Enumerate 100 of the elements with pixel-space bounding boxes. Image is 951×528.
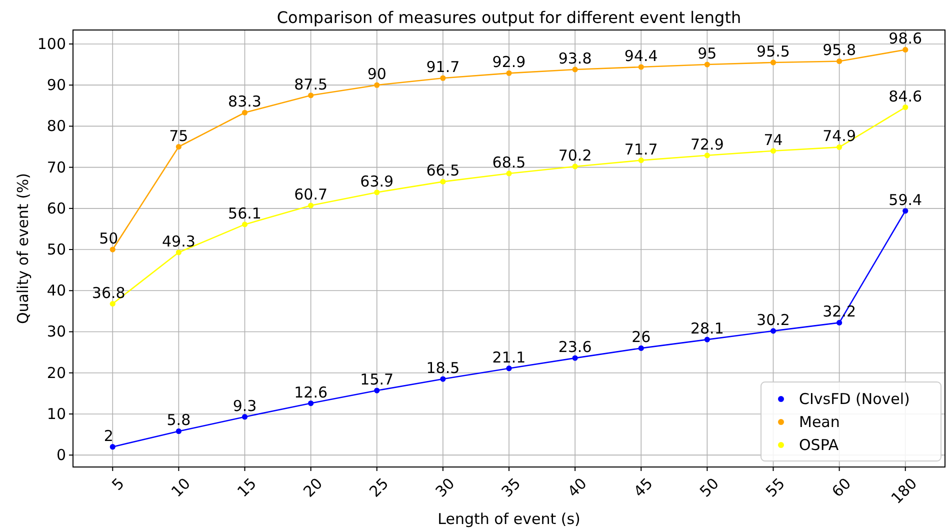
point <box>506 170 512 176</box>
point <box>836 144 842 150</box>
data-label: 9.3 <box>232 396 257 415</box>
point <box>506 70 512 76</box>
point <box>242 222 248 228</box>
data-label: 70.2 <box>558 146 592 164</box>
data-label: 63.9 <box>360 172 394 190</box>
data-label: 15.7 <box>360 370 394 389</box>
point <box>110 246 116 252</box>
data-label: 18.5 <box>426 359 460 378</box>
data-label: 49.3 <box>162 232 196 250</box>
point <box>902 208 908 214</box>
x-tick-label: 180 <box>888 474 921 508</box>
point <box>770 148 776 154</box>
x-tick-label: 10 <box>168 474 194 501</box>
chart-title: Comparison of measures output for different event length <box>276 8 742 27</box>
point <box>242 110 248 116</box>
data-label: 74.9 <box>822 127 856 146</box>
data-label: 36.8 <box>92 284 126 302</box>
y-tick-label: 10 <box>46 404 66 423</box>
point <box>176 250 182 256</box>
x-tick-label: 50 <box>696 474 722 501</box>
y-tick-label: 60 <box>46 199 66 218</box>
data-label: 94.4 <box>624 47 658 65</box>
point <box>572 355 578 361</box>
data-label: 91.7 <box>426 58 460 76</box>
point <box>374 190 380 196</box>
data-label: 59.4 <box>888 190 922 209</box>
x-tick-label: 55 <box>762 474 788 501</box>
y-tick-label: 40 <box>46 282 66 300</box>
data-label: 83.3 <box>228 92 262 111</box>
x-tick-label: 30 <box>432 474 458 501</box>
data-label: 68.5 <box>492 153 526 172</box>
data-label: 74 <box>764 130 783 149</box>
y-tick-label: 20 <box>46 364 66 382</box>
y-tick-label: 100 <box>37 34 66 53</box>
data-label: 23.6 <box>558 338 592 356</box>
data-label: 95 <box>698 44 717 63</box>
point <box>242 414 248 420</box>
point <box>506 366 512 372</box>
point <box>440 376 446 382</box>
data-label: 75 <box>169 126 188 145</box>
data-label: 93.8 <box>558 49 592 68</box>
data-label: 26 <box>632 328 651 346</box>
data-label: 5.8 <box>166 411 191 430</box>
point <box>836 320 842 326</box>
data-label: 71.7 <box>624 140 658 158</box>
x-tick-label: 45 <box>630 474 656 501</box>
y-tick-label: 80 <box>46 117 66 136</box>
point <box>308 400 314 406</box>
point <box>836 58 842 64</box>
x-tick-label: 40 <box>564 474 590 501</box>
data-label: 50 <box>99 230 118 248</box>
point <box>308 92 314 98</box>
x-tick-label: 20 <box>300 474 326 501</box>
point <box>176 428 182 434</box>
y-axis-title: Quality of event (%) <box>14 172 32 324</box>
legend-label: CIvsFD (Novel) <box>799 390 910 408</box>
point <box>572 66 578 72</box>
x-tick-label: 35 <box>498 474 524 501</box>
point <box>440 178 446 184</box>
x-tick-label: 15 <box>234 474 260 501</box>
data-label: 2 <box>104 426 114 445</box>
data-label: 84.6 <box>888 87 922 106</box>
point <box>704 152 710 158</box>
data-label: 66.5 <box>426 162 460 180</box>
point <box>638 345 644 351</box>
data-label: 92.9 <box>492 53 526 72</box>
data-label: 95.8 <box>822 41 856 60</box>
data-label: 72.9 <box>690 135 724 154</box>
data-label: 60.7 <box>294 186 328 204</box>
data-label: 87.5 <box>294 75 328 94</box>
point <box>704 62 710 68</box>
point <box>704 336 710 342</box>
data-label: 12.6 <box>294 383 328 402</box>
point <box>902 104 908 110</box>
point <box>374 82 380 88</box>
point <box>770 328 776 334</box>
point <box>374 388 380 394</box>
x-tick-label: 60 <box>828 474 855 501</box>
data-label: 30.2 <box>756 310 790 329</box>
y-tick-label: 30 <box>46 322 66 341</box>
data-label: 21.1 <box>492 348 526 366</box>
x-tick-label: 5 <box>108 474 128 494</box>
point <box>638 158 644 164</box>
legend-label: OSPA <box>799 436 840 454</box>
y-tick-label: 90 <box>46 76 66 94</box>
data-label: 28.1 <box>690 320 724 338</box>
data-label: 90 <box>367 65 386 84</box>
point <box>440 75 446 81</box>
point <box>110 444 116 450</box>
data-label: 56.1 <box>228 204 262 222</box>
point <box>638 64 644 70</box>
point <box>770 60 776 66</box>
y-tick-label: 70 <box>46 158 66 176</box>
data-label: 95.5 <box>756 42 790 60</box>
legend-label: Mean <box>799 413 840 431</box>
point <box>110 300 116 307</box>
point <box>308 202 314 208</box>
x-tick-label: 25 <box>366 474 392 501</box>
